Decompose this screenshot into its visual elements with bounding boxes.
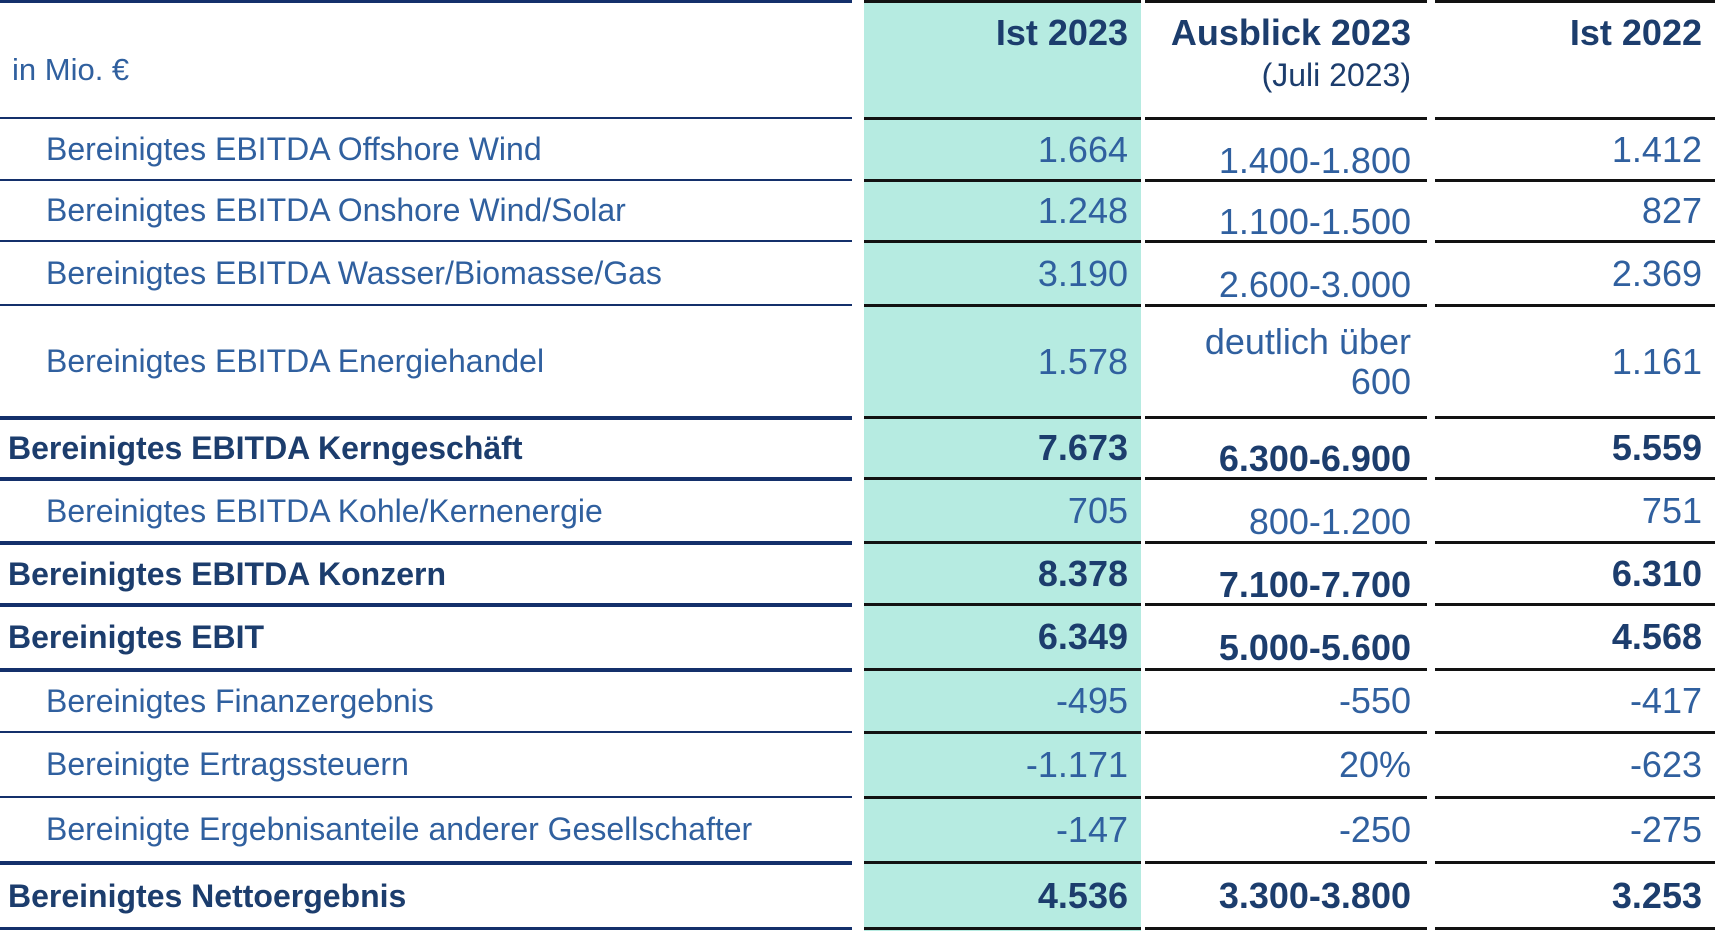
value-ausblick: 2.600-3.000 (1145, 240, 1427, 304)
row-label: Bereinigtes EBITDA Kohle/Kernenergie (0, 477, 852, 541)
value-ist-2023: 705 (864, 477, 1141, 541)
table-row: Bereinigtes EBITDA Energiehandel 1.578 d… (0, 304, 1715, 416)
row-label: Bereinigtes EBITDA Konzern (0, 541, 852, 603)
row-label: Bereinigtes EBITDA Onshore Wind/Solar (0, 179, 852, 240)
value-ist-2023: -1.171 (864, 731, 1141, 796)
value-ausblick: 1.100-1.500 (1145, 179, 1427, 241)
value-ist-2023: 1.664 (864, 117, 1141, 179)
row-label: Bereinigtes EBITDA Kerngeschäft (0, 416, 852, 477)
value-ist-2023: 3.190 (864, 240, 1141, 304)
value-ist-2022: 2.369 (1435, 240, 1715, 304)
value-ausblick: 3.300-3.800 (1145, 861, 1427, 927)
table-row: Bereinigtes EBIT 6.349 5.000-5.600 4.568 (0, 603, 1715, 668)
value-ist-2022: -275 (1435, 796, 1715, 861)
value-ist-2023: -495 (864, 668, 1141, 731)
table-row: Bereinigte Ergebnisanteile anderer Gesel… (0, 796, 1715, 861)
column-header-ausblick-2023: Ausblick 2023 (Juli 2023) (1145, 0, 1427, 117)
value-ist-2022: 1.161 (1435, 304, 1715, 416)
row-label: Bereinigtes EBITDA Wasser/Biomasse/Gas (0, 240, 852, 304)
table-bottom-rule (0, 927, 1715, 931)
value-ist-2022: 6.310 (1435, 541, 1715, 603)
value-ausblick: 1.400-1.800 (1145, 117, 1427, 180)
table-row: Bereinigtes EBITDA Konzern 8.378 7.100-7… (0, 541, 1715, 604)
value-ist-2023: 7.673 (864, 416, 1141, 477)
row-label: Bereinigtes Nettoergebnis (0, 861, 852, 927)
value-ist-2023: 1.578 (864, 304, 1141, 416)
table-row: Bereinigtes EBITDA Offshore Wind 1.664 1… (0, 117, 1715, 180)
row-label: Bereinigtes EBITDA Offshore Wind (0, 117, 852, 179)
value-ist-2022: 827 (1435, 179, 1715, 240)
column-header-ist-2022: Ist 2022 (1435, 0, 1715, 117)
value-ist-2023: 8.378 (864, 541, 1141, 603)
value-ausblick: 800-1.200 (1145, 477, 1427, 541)
value-ist-2023: 1.248 (864, 179, 1141, 240)
row-label: Bereinigte Ergebnisanteile anderer Gesel… (0, 796, 852, 861)
value-ausblick: 20% (1145, 731, 1427, 796)
table-row: Bereinigtes Finanzergebnis -495 -550 -41… (0, 668, 1715, 731)
column-header-ist-2023: Ist 2023 (864, 0, 1141, 117)
value-ausblick: -250 (1145, 796, 1427, 861)
value-ist-2022: 3.253 (1435, 861, 1715, 927)
table-row: Bereinigte Ertragssteuern -1.171 20% -62… (0, 731, 1715, 796)
header-unit-cell: in Mio. € (0, 0, 852, 117)
unit-label: in Mio. € (12, 52, 130, 87)
value-ausblick: 7.100-7.700 (1145, 541, 1427, 604)
value-ist-2023: 4.536 (864, 861, 1141, 927)
table-row: Bereinigtes EBITDA Kerngeschäft 7.673 6.… (0, 416, 1715, 478)
value-ist-2022: -417 (1435, 668, 1715, 731)
value-ausblick: deutlich über 600 (1145, 304, 1427, 416)
table-row: Bereinigtes EBITDA Kohle/Kernenergie 705… (0, 477, 1715, 541)
value-ist-2022: 4.568 (1435, 603, 1715, 668)
value-ist-2022: 5.559 (1435, 416, 1715, 477)
row-label: Bereinigte Ertragssteuern (0, 731, 852, 796)
row-label: Bereinigtes EBITDA Energiehandel (0, 304, 852, 416)
value-ist-2022: 751 (1435, 477, 1715, 541)
table-row: Bereinigtes Nettoergebnis 4.536 3.300-3.… (0, 861, 1715, 927)
column-header-ausblick-sublabel: (Juli 2023) (1261, 56, 1411, 93)
value-ist-2023: -147 (864, 796, 1141, 861)
row-label: Bereinigtes Finanzergebnis (0, 668, 852, 731)
value-ausblick: 6.300-6.900 (1145, 416, 1427, 478)
table-row: Bereinigtes EBITDA Onshore Wind/Solar 1.… (0, 179, 1715, 241)
header-row: in Mio. € Ist 2023 Ausblick 2023 (Juli 2… (0, 0, 1715, 117)
value-ist-2022: 1.412 (1435, 117, 1715, 179)
value-ist-2022: -623 (1435, 731, 1715, 796)
value-ausblick: -550 (1145, 668, 1427, 731)
value-ist-2023: 6.349 (864, 603, 1141, 668)
row-label: Bereinigtes EBIT (0, 603, 852, 668)
table-row: Bereinigtes EBITDA Wasser/Biomasse/Gas 3… (0, 240, 1715, 304)
value-ausblick: 5.000-5.600 (1145, 603, 1427, 668)
